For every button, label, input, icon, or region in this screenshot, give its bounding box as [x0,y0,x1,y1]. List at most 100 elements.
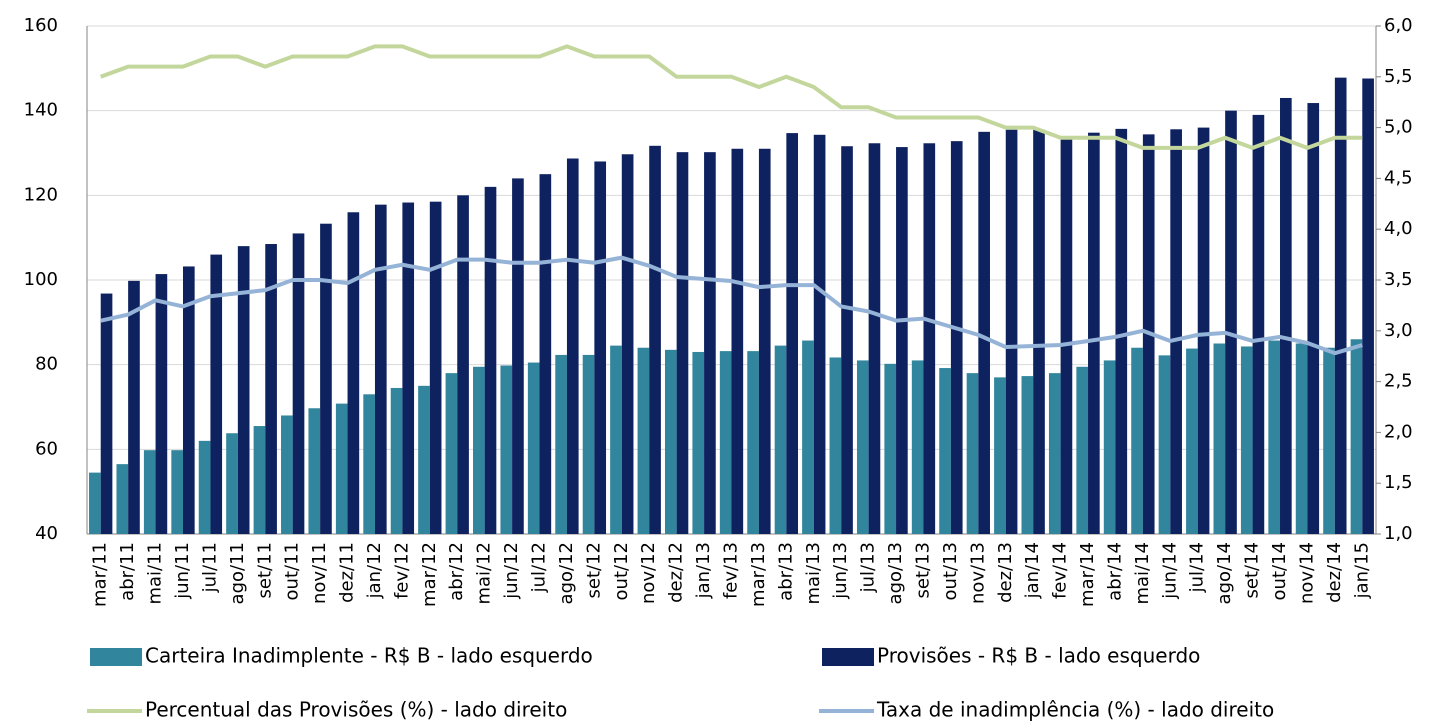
bar [1115,128,1128,534]
bar [1060,138,1073,534]
bar [1103,360,1116,534]
x-tick-label: mar/14 [1077,542,1098,607]
bar [445,373,458,534]
bar [1213,343,1226,534]
bar [89,472,101,534]
bar [1280,97,1292,534]
y2-tick-label: 1,0 [1384,523,1413,544]
bar [676,152,689,535]
y2-tick-label: 2,5 [1384,371,1413,392]
x-tick-label: jan/12 [364,542,385,599]
bar [198,440,211,534]
bar [143,450,156,534]
x-tick-label: ago/11 [227,542,248,604]
y2-tick-label: 3,5 [1384,269,1413,290]
y2-tick-label: 3,0 [1384,320,1413,341]
bar [237,246,250,534]
x-tick-label: jan/14 [1022,542,1043,599]
y-tick-label: 100 [24,269,58,290]
bar [374,204,387,534]
bar [1334,77,1347,534]
legend-label: Percentual das Provisões (%) - lado dire… [145,698,567,722]
bar [939,368,951,534]
bar [1021,376,1034,534]
y2-tick-label: 5,5 [1384,66,1413,87]
y-tick-label: 120 [24,184,58,205]
bar [747,351,759,534]
bar [637,347,650,534]
y-tick-label: 160 [24,15,58,36]
bar [171,450,183,534]
bar [1186,348,1198,534]
bar [802,340,814,534]
x-tick-label: abr/13 [775,542,796,601]
bar [829,357,842,534]
x-tick-label: ago/13 [885,542,906,604]
bar [692,351,705,534]
bar [402,202,415,534]
bar [856,360,869,534]
y2-tick-label: 2,0 [1384,421,1413,442]
x-tick-label: nov/13 [967,542,988,604]
bar [731,148,744,534]
y2-tick-label: 1,5 [1384,472,1413,493]
x-tick-label: nov/11 [309,542,330,604]
x-tick-label: jul/11 [199,542,220,593]
bar [621,154,634,534]
bar [1033,129,1045,534]
line [100,44,1363,150]
bar [896,147,908,534]
x-tick-label: out/13 [940,542,961,600]
bar [363,394,375,534]
bar [994,377,1006,534]
bar [500,365,513,534]
bar [704,152,716,535]
x-tick-label: jul/12 [529,542,550,593]
x-tick-label: jun/11 [172,542,193,600]
bar [155,274,168,534]
x-tick-label: set/12 [583,542,604,598]
x-tick-label: dez/13 [995,542,1016,603]
bar [1240,346,1253,534]
x-tick-label: mai/14 [1132,542,1153,605]
bar [226,433,238,534]
bar [320,223,332,535]
line [100,255,1363,356]
bar [786,133,799,534]
x-tick-label: set/14 [1242,542,1263,598]
legend-marker [822,648,874,666]
x-tick-label: fev/14 [1050,542,1071,599]
bar [1048,373,1061,534]
bar [512,178,524,534]
bar [884,363,897,534]
x-tick-label: out/12 [611,542,632,600]
x-tick-label: set/13 [912,542,933,598]
x-tick-label: jan/13 [693,542,714,599]
x-tick-label: out/14 [1269,542,1290,600]
x-tick-label: jun/14 [1159,542,1180,600]
bar [868,143,881,534]
x-tick-label: jul/13 [858,542,879,593]
bar [473,366,485,534]
bar [841,146,853,534]
bar [978,131,990,535]
x-tick-label: jun/12 [501,542,522,600]
x-tick-label: fev/12 [391,542,412,599]
bar [308,408,321,534]
bar [335,403,348,534]
x-tick-label: mar/11 [90,542,111,607]
y-tick-label: 140 [24,100,58,121]
bar [527,362,540,534]
x-tick-label: mai/11 [145,542,166,605]
x-tick-label: set/11 [254,542,275,598]
bar [664,349,677,534]
bar [281,415,293,534]
bar [128,280,140,534]
bar [1158,355,1171,534]
bar [182,266,195,534]
bar [116,464,129,534]
x-tick-label: jul/14 [1187,542,1208,593]
bar [649,145,661,534]
x-tick-label: mai/12 [474,542,495,605]
y-tick-label: 40 [35,523,58,544]
